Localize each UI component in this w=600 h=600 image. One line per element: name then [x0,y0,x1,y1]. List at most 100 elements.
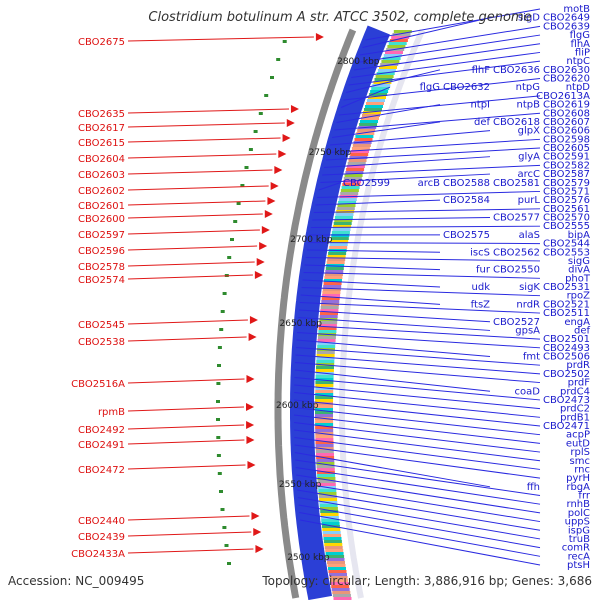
gene-label[interactable]: alaS [519,230,540,241]
gene-label[interactable]: prdC2 [560,404,590,415]
gene-label[interactable]: CBO2545 [78,320,125,331]
gene-label[interactable]: coaD [515,386,541,397]
gene-label[interactable]: CBO2601 [78,201,125,212]
gene-label[interactable]: flgG [420,82,440,93]
gene-label[interactable]: CBO2575 [443,230,490,241]
gene-label[interactable]: uppS [565,517,590,528]
gene-label[interactable]: ntpB [517,100,541,111]
gene-label[interactable]: CBO2604 [78,154,125,165]
gene-label[interactable]: CBO2619 [543,100,590,111]
gene-label[interactable]: CBO2606 [543,126,590,137]
gene-label[interactable]: ntpG [516,82,540,93]
gene-label[interactable]: CBO2472 [78,465,125,476]
gene-label[interactable]: rnhB [567,499,591,510]
gene-label[interactable]: motB [563,4,590,15]
gene-label[interactable]: CBO2506 [543,352,590,363]
gene-label[interactable]: truB [569,534,590,545]
gene-label[interactable]: def [574,325,591,336]
gene-label[interactable]: CBO2675 [78,37,125,48]
gene-label[interactable]: prdC4 [560,386,590,397]
gene-label[interactable]: sigG [568,256,590,267]
gene-label[interactable]: CBO2493 [543,343,590,354]
gene-label[interactable]: CBO2471 [543,421,590,432]
gene-label[interactable]: CBO2581 [493,178,540,189]
gene-label[interactable]: CBO2492 [78,425,125,436]
gene-label[interactable]: rpmB [98,407,125,418]
gene-label[interactable]: CBO2579 [543,178,590,189]
gene-label[interactable]: flhF [472,65,491,76]
gene-label[interactable]: CBO2511 [543,308,590,319]
gene-label[interactable]: CBO2649 [543,13,590,24]
gene-label[interactable]: CBO2544 [543,239,590,250]
gene-label[interactable]: acpP [566,430,590,441]
gene-label[interactable]: glpX [518,126,540,137]
gene-label[interactable]: CBO2433A [71,549,125,560]
gene-label[interactable]: CBO2599 [343,178,390,189]
gene-label[interactable]: CBO2635 [78,109,125,120]
gene-label[interactable]: gpsA [515,325,540,336]
gene-label[interactable]: CBO2598 [543,134,590,145]
gene-label[interactable]: sigK [519,282,540,293]
gene-label[interactable]: fliP [575,47,590,58]
gene-label[interactable]: prdF [568,378,591,389]
gene-label[interactable]: nrdR [516,299,540,310]
gene-label[interactable]: prdB1 [560,412,590,423]
gene-label[interactable]: flgG [570,30,590,41]
gene-label[interactable]: CBO2584 [443,195,490,206]
gene-label[interactable]: rbgA [566,482,590,493]
gene-label[interactable]: divA [568,265,590,276]
gene-label[interactable]: CBO2502 [543,369,590,380]
gene-label[interactable]: sigD [518,13,540,24]
gene-label[interactable]: CBO2630 [543,65,590,76]
gene-label[interactable]: CBO2516A [71,379,125,390]
gene-label[interactable]: CBO2553 [543,247,590,258]
gene-label[interactable]: arcC [518,169,541,180]
gene-label[interactable]: glyA [518,152,540,163]
gene-label[interactable]: CBO2574 [78,275,125,286]
gene-label[interactable]: CBO2588 [443,178,490,189]
gene-label[interactable]: CBO2439 [78,532,125,543]
gene-label[interactable]: frr [578,491,590,502]
gene-label[interactable]: bipA [568,230,590,241]
gene-label[interactable]: CBO2632 [443,82,490,93]
gene-label[interactable]: CBO2491 [78,440,125,451]
gene-label[interactable]: engA [564,317,590,328]
gene-label[interactable]: def [474,117,491,128]
gene-label[interactable]: CBO2605 [543,143,590,154]
gene-label[interactable]: CBO2578 [78,262,125,273]
gene-label[interactable]: CBO2473 [543,395,590,406]
gene-label[interactable]: ptsH [567,560,590,571]
gene-label[interactable]: CBO2615 [78,138,125,149]
gene-label[interactable]: iscS [470,247,490,258]
gene-label[interactable]: CBO2608 [543,108,590,119]
gene-label[interactable]: CBO2591 [543,152,590,163]
gene-label[interactable]: comR [562,543,590,554]
gene-label[interactable]: CBO2577 [493,213,540,224]
gene-label[interactable]: CBO2570 [543,213,590,224]
gene-label[interactable]: prdR [566,360,590,371]
gene-label[interactable]: CBO2576 [543,195,590,206]
gene-label[interactable]: CBO2600 [78,214,125,225]
gene-label[interactable]: CBO2603 [78,170,125,181]
gene-label[interactable]: purL [518,195,541,206]
gene-label[interactable]: smc [570,456,590,467]
gene-label[interactable]: CBO2550 [493,265,540,276]
gene-label[interactable]: CBO2613A [536,91,590,102]
gene-label[interactable]: CBO2602 [78,186,125,197]
gene-label[interactable]: CBO2582 [543,160,590,171]
gene-label[interactable]: CBO2501 [543,334,590,345]
gene-label[interactable]: udk [472,282,491,293]
gene-label[interactable]: CBO2597 [78,230,125,241]
gene-label[interactable]: CBO2527 [493,317,540,328]
gene-label[interactable]: CBO2636 [493,65,540,76]
gene-label[interactable]: fur [476,265,491,276]
gene-label[interactable]: phoT [565,273,591,284]
gene-label[interactable]: ftsZ [471,299,490,310]
gene-label[interactable]: recA [568,551,591,562]
gene-label[interactable]: CBO2607 [543,117,590,128]
gene-label[interactable]: ispG [568,525,590,536]
gene-label[interactable]: ffh [527,482,540,493]
gene-label[interactable]: CBO2571 [543,186,590,197]
gene-label[interactable]: CBO2555 [543,221,590,232]
